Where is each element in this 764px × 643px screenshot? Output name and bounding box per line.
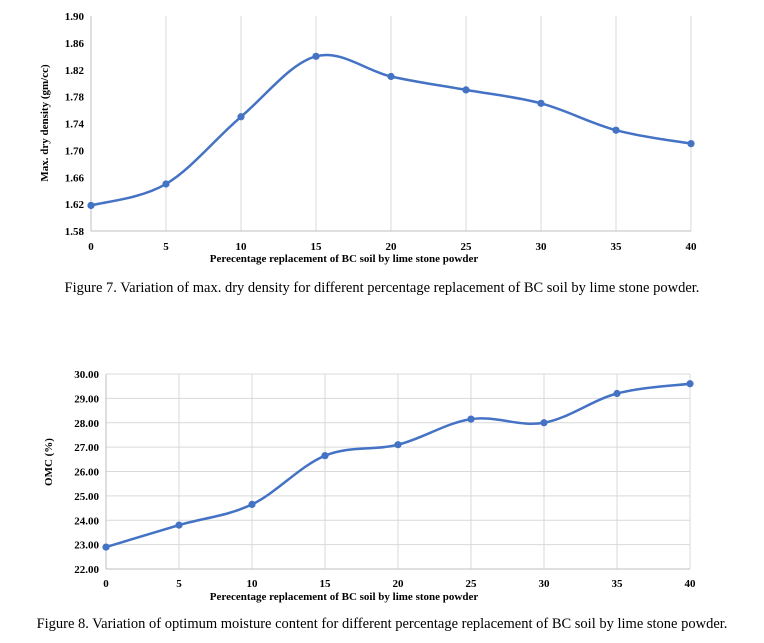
x-tick-label: 5 xyxy=(163,241,169,253)
data-point xyxy=(537,99,545,107)
data-point xyxy=(686,380,694,388)
omc-plot-area xyxy=(105,373,691,570)
y-tick-label: 1.78 xyxy=(65,92,85,104)
y-tick-label: 1.90 xyxy=(65,11,85,23)
data-point xyxy=(321,452,329,460)
y-tick-label: 24.00 xyxy=(74,515,99,527)
y-tick-label: 26.00 xyxy=(74,467,99,479)
y-tick-label: 1.70 xyxy=(65,145,85,157)
y-tick-label: 27.00 xyxy=(74,442,99,454)
y-tick-label: 1.66 xyxy=(65,172,85,184)
data-point xyxy=(237,113,245,121)
x-tick-label: 20 xyxy=(386,241,398,253)
y-tick-label: 23.00 xyxy=(74,540,99,552)
x-tick-label: 0 xyxy=(88,241,94,253)
figure-8-caption: Figure 8. Variation of optimum moisture … xyxy=(36,616,728,632)
data-point xyxy=(612,126,620,134)
data-point xyxy=(87,201,95,210)
x-tick-label: 20 xyxy=(393,578,405,590)
data-point xyxy=(613,389,621,398)
x-axis-title: Perecentage replacement of BC soil by li… xyxy=(210,591,479,603)
y-tick-label: 30.00 xyxy=(74,369,99,381)
data-point xyxy=(687,140,695,148)
density-plot-area xyxy=(90,16,692,232)
data-point xyxy=(462,86,470,94)
y-tick-label: 28.00 xyxy=(74,418,99,430)
y-tick-label: 1.74 xyxy=(65,119,85,131)
y-tick-label: 1.86 xyxy=(65,38,85,50)
x-tick-label: 10 xyxy=(236,241,248,253)
y-tick-label: 22.00 xyxy=(74,564,99,576)
x-tick-label: 15 xyxy=(311,241,323,253)
y-tick-label: 1.82 xyxy=(65,65,85,77)
data-point xyxy=(467,415,475,423)
x-axis-title: Perecentage replacement of BC soil by li… xyxy=(210,253,479,265)
x-tick-label: 10 xyxy=(247,578,259,590)
x-tick-label: 30 xyxy=(536,241,548,253)
data-point xyxy=(248,500,256,509)
x-tick-label: 40 xyxy=(685,578,697,590)
data-point xyxy=(162,180,170,188)
series-line xyxy=(89,53,693,207)
data-point xyxy=(175,521,183,529)
data-point xyxy=(394,441,402,449)
y-axis-title: OMC (%) xyxy=(43,438,55,486)
data-point xyxy=(387,72,395,81)
y-tick-label: 29.00 xyxy=(74,393,99,405)
x-tick-label: 5 xyxy=(176,578,182,590)
x-tick-label: 15 xyxy=(320,578,332,590)
omc-chart: OMC (%) Perecentage replacement of BC so… xyxy=(43,369,697,603)
figure-7-caption: Figure 7. Variation of max. dry density … xyxy=(64,280,700,296)
x-tick-label: 30 xyxy=(539,578,551,590)
y-tick-label: 1.62 xyxy=(65,199,85,211)
x-tick-label: 35 xyxy=(612,578,624,590)
data-point xyxy=(102,543,110,551)
y-axis-title: Max. dry density (gm/cc) xyxy=(39,64,51,182)
x-tick-label: 0 xyxy=(103,578,109,590)
max-dry-density-chart: Max. dry density (gm/cc) Perecentage rep… xyxy=(39,11,698,265)
y-tick-label: 25.00 xyxy=(74,491,99,503)
y-tick-label: 1.58 xyxy=(65,226,85,238)
data-point xyxy=(540,419,548,427)
data-point xyxy=(312,52,320,60)
x-tick-label: 35 xyxy=(611,241,623,253)
x-tick-label: 25 xyxy=(461,241,473,253)
x-tick-label: 25 xyxy=(466,578,478,590)
x-tick-label: 40 xyxy=(686,241,698,253)
